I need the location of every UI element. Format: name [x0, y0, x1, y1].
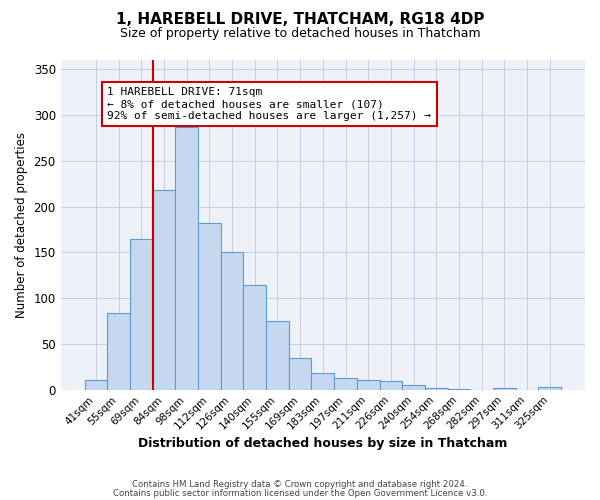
Bar [266, 321, 289, 390]
Bar [357, 380, 380, 390]
Text: Size of property relative to detached houses in Thatcham: Size of property relative to detached ho… [119, 28, 481, 40]
Bar [244, 286, 266, 390]
X-axis label: Distribution of detached houses by size in Thatcham: Distribution of detached houses by size … [138, 437, 508, 450]
Y-axis label: Number of detached properties: Number of detached properties [15, 132, 28, 318]
Bar [493, 388, 516, 390]
Text: 1, HAREBELL DRIVE, THATCHAM, RG18 4DP: 1, HAREBELL DRIVE, THATCHAM, RG18 4DP [116, 12, 484, 28]
Bar [85, 380, 107, 390]
Bar [289, 358, 311, 390]
Bar [175, 127, 198, 390]
Bar [152, 190, 175, 390]
Bar [402, 385, 425, 390]
Bar [538, 387, 561, 390]
Bar [380, 382, 402, 390]
Bar [221, 252, 244, 390]
Bar [130, 238, 152, 390]
Bar [448, 389, 470, 390]
Text: Contains HM Land Registry data © Crown copyright and database right 2024.: Contains HM Land Registry data © Crown c… [132, 480, 468, 489]
Bar [311, 373, 334, 390]
Text: 1 HAREBELL DRIVE: 71sqm
← 8% of detached houses are smaller (107)
92% of semi-de: 1 HAREBELL DRIVE: 71sqm ← 8% of detached… [107, 88, 431, 120]
Bar [198, 223, 221, 390]
Bar [107, 313, 130, 390]
Bar [334, 378, 357, 390]
Bar [425, 388, 448, 390]
Text: Contains public sector information licensed under the Open Government Licence v3: Contains public sector information licen… [113, 489, 487, 498]
